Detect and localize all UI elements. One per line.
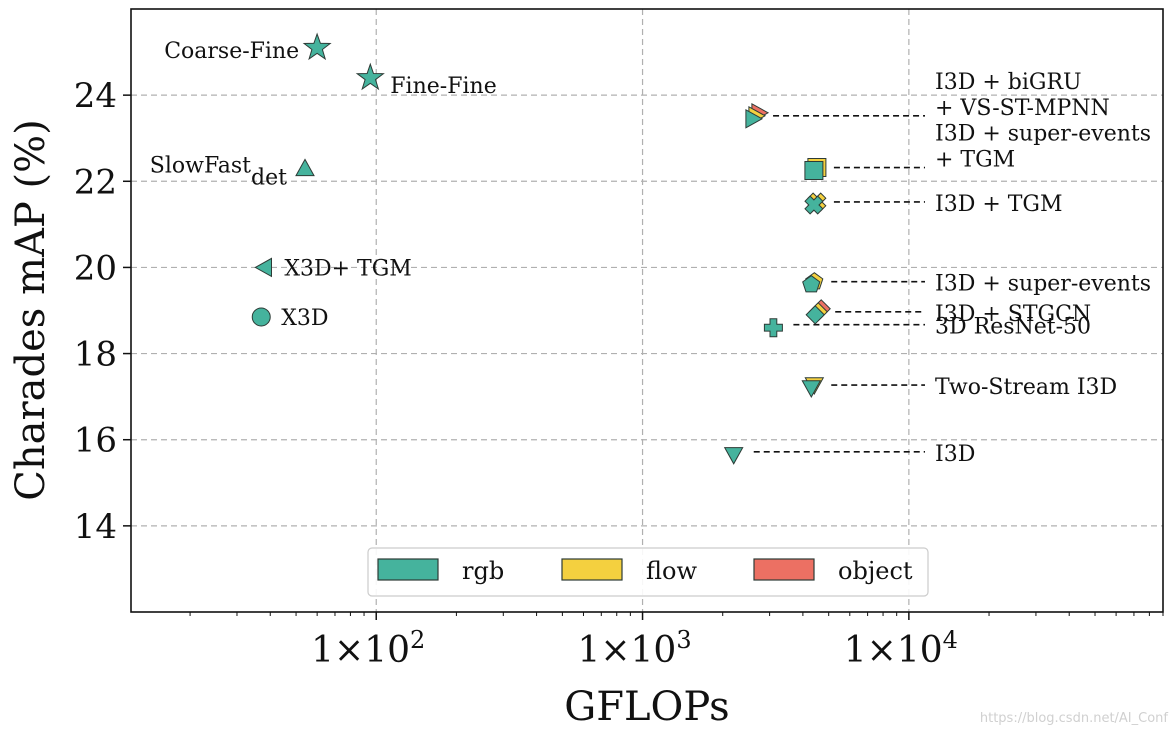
x-tick-label: 1×102 [311,626,425,671]
marker-rgb [745,108,764,129]
legend-label-object: object [838,557,913,585]
marker-rgb [355,62,385,91]
marker-rgb [763,318,783,338]
y-tick-label: 16 [74,421,117,461]
y-tick-label: 20 [74,248,117,288]
point-label: I3D + STGCN [935,302,1091,327]
marker-rgb [804,161,824,180]
data-markers [251,32,831,465]
plot-frame [130,8,1164,613]
y-tick-label: 18 [74,335,117,375]
y-tick-label: 24 [74,76,117,116]
grid-lines [131,9,1163,612]
legend-swatch-object [753,558,815,581]
leader-lines [753,115,925,453]
point-label: I3D + biGRU [935,70,1082,95]
point-label: I3D + super-events [935,272,1151,297]
marker-rgb [302,32,332,61]
legend-label-rgb: rgb [462,557,504,585]
marker-rgb [804,195,824,215]
x-tick-label: 1×104 [844,626,958,671]
point-label: SlowFastdet [150,153,287,190]
marker-rgb [723,447,744,465]
point-label: X3D+ TGM [284,256,412,281]
point-label: Coarse-Fine [164,39,299,64]
legend-swatch-flow [561,558,623,581]
y-tick-label: 14 [74,507,117,547]
marker-rgb [802,275,821,293]
marker-rgb [805,305,825,325]
x-axis-label: GFLOPs [564,684,729,730]
x-tick-label: 1×103 [577,626,691,671]
marker-rgb [801,380,822,399]
point-label: I3D + TGM [935,192,1063,217]
watermark: https://blog.csdn.net/AI_Conf [979,711,1168,726]
axes: 14 16 18 20 22 24 1×102 1×103 1×104 [74,76,1164,671]
point-label: Two-Stream I3D [935,375,1117,400]
point-label: I3D + super-events [935,122,1151,147]
marker-rgb [295,158,315,177]
legend-swatch-rgb [377,558,439,581]
y-axis-label: Charades mAP (%) [8,119,54,500]
point-label: 3D ResNet-50 [935,315,1091,340]
point-label: I3D [935,442,975,467]
point-label: X3D [281,306,328,331]
marker-rgb [251,307,271,327]
point-label-line2: + TGM [935,148,1015,173]
point-label: Fine-Fine [390,74,496,99]
point-label-line2: + VS-ST-MPNN [935,96,1110,121]
legend-label-flow: flow [646,557,697,585]
y-tick-label: 22 [74,162,117,202]
marker-rgb [254,257,272,278]
legend: rgb flow object [367,547,929,597]
